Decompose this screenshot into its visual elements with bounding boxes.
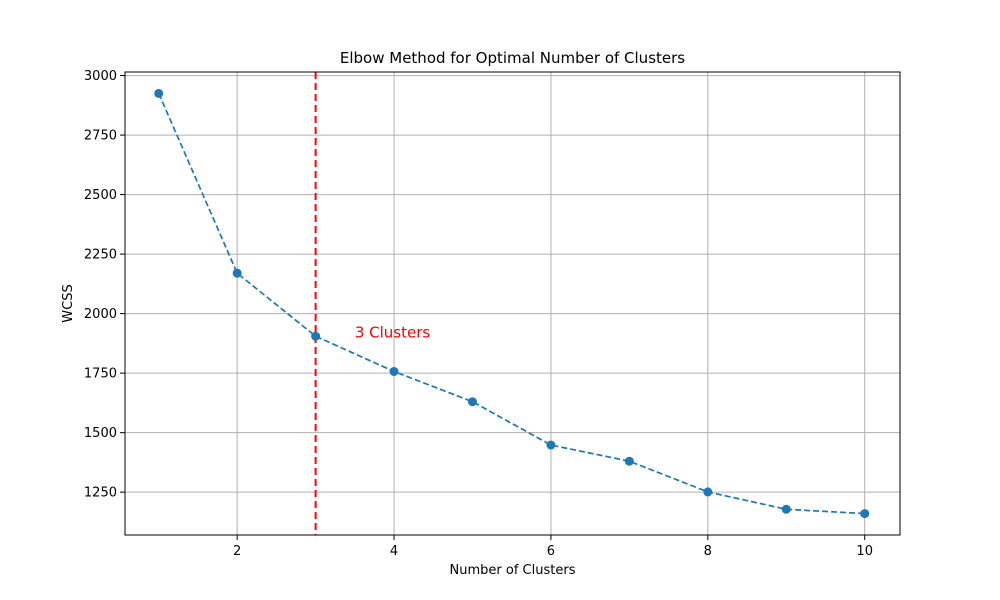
y-tick-label: 3000 — [84, 69, 117, 84]
y-tick-label: 1750 — [84, 367, 117, 382]
data-point — [781, 504, 791, 514]
data-point — [232, 268, 242, 278]
y-tick-label: 2000 — [84, 307, 117, 322]
x-tick-label: 4 — [390, 544, 398, 559]
data-point — [546, 440, 556, 450]
data-point — [624, 456, 634, 466]
series-layer — [154, 88, 870, 519]
y-tick-label: 1500 — [84, 426, 117, 441]
data-point — [389, 366, 399, 376]
data-point — [860, 509, 870, 519]
y-tick-label: 1250 — [84, 486, 117, 501]
y-axis-label: WCSS — [61, 284, 76, 322]
plot-frame — [124, 71, 901, 536]
y-tick-label: 2500 — [84, 188, 117, 203]
y-tick-label: 2750 — [84, 129, 117, 144]
x-axis-label: Number of Clusters — [450, 563, 576, 578]
data-point — [703, 487, 713, 497]
y-tick-label: 2250 — [84, 248, 117, 263]
series-line — [157, 93, 865, 515]
chart-title: Elbow Method for Optimal Number of Clust… — [340, 49, 685, 67]
grid — [125, 72, 900, 535]
x-tick-label: 8 — [704, 544, 712, 559]
x-tick-label: 10 — [856, 544, 873, 559]
data-point — [311, 331, 321, 341]
data-point — [154, 88, 164, 98]
x-tick-label: 2 — [233, 544, 241, 559]
x-tick-label: 6 — [547, 544, 555, 559]
annotation-label: 3 Clusters — [355, 323, 431, 341]
data-point — [467, 397, 477, 407]
ticks: 2 4 6 8 10 1250 1500 1750 2000 2250 2500 2750 3000 — [84, 69, 873, 559]
